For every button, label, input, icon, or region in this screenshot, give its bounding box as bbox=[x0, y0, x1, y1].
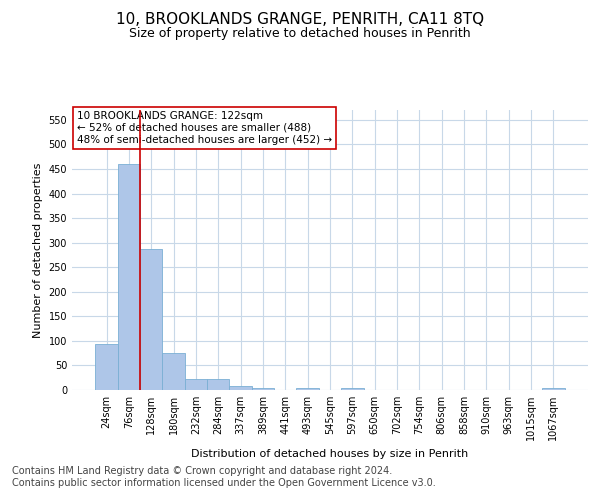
Text: Contains HM Land Registry data © Crown copyright and database right 2024.
Contai: Contains HM Land Registry data © Crown c… bbox=[12, 466, 436, 487]
Y-axis label: Number of detached properties: Number of detached properties bbox=[33, 162, 43, 338]
Bar bbox=[207, 379, 229, 390]
Text: 10 BROOKLANDS GRANGE: 122sqm
← 52% of detached houses are smaller (488)
48% of s: 10 BROOKLANDS GRANGE: 122sqm ← 52% of de… bbox=[77, 112, 332, 144]
X-axis label: Distribution of detached houses by size in Penrith: Distribution of detached houses by size … bbox=[191, 448, 469, 458]
Bar bbox=[341, 388, 364, 390]
Bar bbox=[95, 344, 118, 390]
Bar bbox=[163, 353, 185, 390]
Bar bbox=[252, 388, 274, 390]
Bar bbox=[118, 164, 140, 390]
Bar bbox=[185, 379, 207, 390]
Text: Size of property relative to detached houses in Penrith: Size of property relative to detached ho… bbox=[129, 28, 471, 40]
Text: 10, BROOKLANDS GRANGE, PENRITH, CA11 8TQ: 10, BROOKLANDS GRANGE, PENRITH, CA11 8TQ bbox=[116, 12, 484, 28]
Bar bbox=[542, 388, 565, 390]
Bar bbox=[296, 388, 319, 390]
Bar bbox=[229, 386, 252, 390]
Bar bbox=[140, 248, 163, 390]
